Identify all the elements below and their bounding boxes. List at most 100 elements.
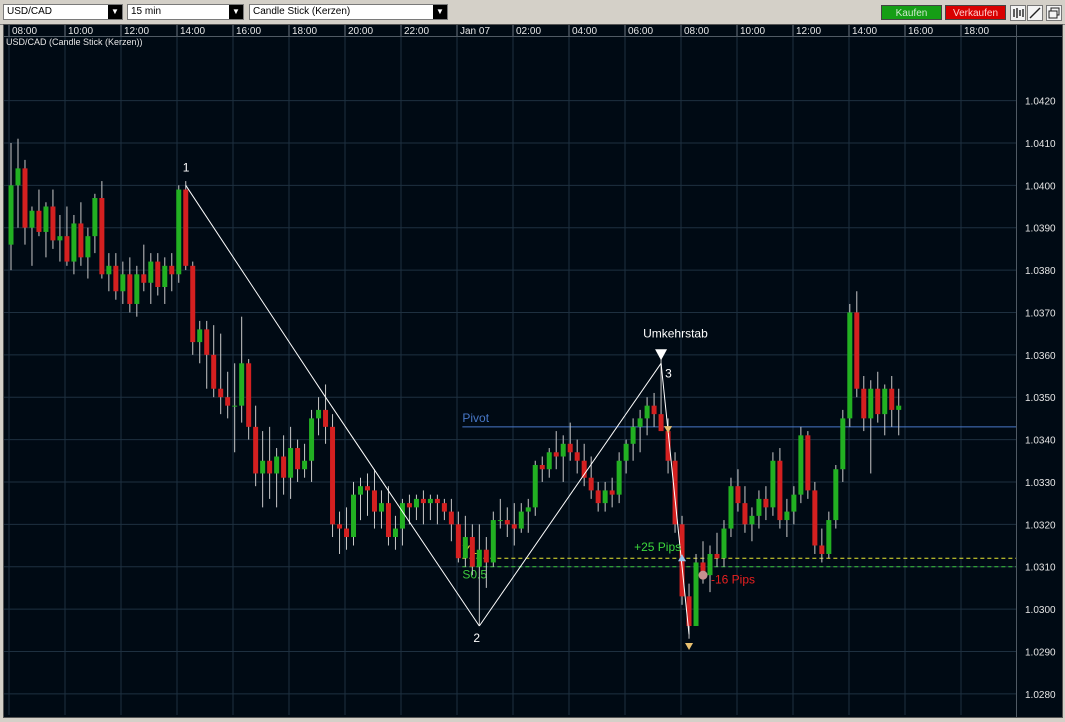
candle-body [658,414,664,432]
symbol-select[interactable]: USD/CAD ▼ [3,4,123,20]
x-tick-label: 12:00 [124,26,149,37]
candle-body [29,210,35,228]
plus-pips-label: +25 Pips [634,540,681,554]
x-tick-label: 10:00 [740,26,765,37]
x-tick-label: 16:00 [236,26,261,37]
y-tick-label: 1.0290 [1025,647,1056,658]
time-axis-bar [4,25,1062,36]
candle-body [134,274,140,304]
buy-button-label: Kaufen [895,8,928,19]
restore-window-icon[interactable] [1046,5,1062,21]
chevron-down-icon[interactable]: ▼ [108,5,122,19]
candle-body [64,236,70,262]
candle-body [92,198,98,237]
candle-body [218,388,224,398]
candle-body [281,456,287,478]
candle-body [106,265,112,275]
candle-body [50,206,56,241]
x-tick-label: 12:00 [796,26,821,37]
candle-body [260,460,266,474]
candle-body [148,261,154,283]
sell-button-label: Verkaufen [952,8,999,19]
candle-body [232,405,238,407]
y-tick-label: 1.0420 [1025,97,1056,108]
x-tick-label: 06:00 [628,26,653,37]
x-tick-label: 22:00 [404,26,429,37]
y-tick-label: 1.0390 [1025,224,1056,235]
chart-background [4,25,1062,717]
candle-body [644,405,650,419]
candle-body [672,460,678,525]
toolbar: USD/CAD ▼ 15 min ▼ Candle Stick (Kerzen)… [0,0,1065,25]
candle-body [274,456,280,474]
candle-body [511,524,517,529]
candle-body [176,189,182,275]
candle-body [490,520,496,563]
entry-marker-icon [678,554,687,562]
candle-body [337,524,343,529]
candle-body [749,515,755,525]
candle-body [253,426,259,474]
wave-label: 2 [473,631,480,645]
candle-body [288,448,294,478]
candle-body [141,274,147,283]
candle-body [504,520,510,525]
wave-label: 3 [665,366,672,380]
candle-body [497,520,503,522]
candle-body [246,363,252,427]
candle-body [476,549,482,567]
y-tick-label: 1.0280 [1025,690,1056,701]
candle-body [441,503,447,512]
draw-line-icon[interactable] [1027,5,1043,21]
timeframe-select[interactable]: 15 min ▼ [127,4,244,20]
candle-body [707,553,713,576]
bar-chart-icon[interactable] [1010,5,1026,21]
zigzag-segment [325,396,480,627]
symbol-value: USD/CAD [7,6,53,17]
candle-body [875,388,881,415]
chevron-down-icon[interactable]: ▼ [433,5,447,19]
candle-body [770,460,776,508]
candle-body [316,409,322,419]
candle-body [406,503,412,508]
candle-body [309,418,315,461]
candle-body [351,494,357,538]
x-tick-label: 04:00 [572,26,597,37]
chart-style-select[interactable]: Candle Stick (Kerzen) ▼ [249,4,448,20]
candle-body [183,189,189,266]
candle-body [693,562,699,627]
candle-body [651,405,657,415]
reversal-arrow-icon [655,349,668,361]
candle-body [791,494,797,512]
candle-body [364,486,370,491]
candle-body [469,537,475,567]
candle-body [239,363,245,406]
candle-body [413,498,419,508]
candle-body [581,460,587,478]
wave-label: 1 [183,160,190,174]
y-tick-label: 1.0410 [1025,139,1056,150]
x-tick-label: 14:00 [852,26,877,37]
chevron-down-icon[interactable]: ▼ [229,5,243,19]
candle-body [665,431,671,461]
candle-body [344,528,350,538]
x-tick-label: 16:00 [908,26,933,37]
candle-body [190,265,196,343]
zigzag-segment [478,363,662,627]
candle-body [518,511,524,529]
candle-body [868,388,874,419]
candle-body [714,553,720,559]
price-chart[interactable]: 08:00 10:00 12:00 14:00 16:00 18:00 20:00 22:00… [4,25,1062,717]
x-tick-label: 10:00 [68,26,93,37]
candle-body [127,274,133,304]
candle-body [302,460,308,470]
candle-body [392,528,398,538]
candle-body [71,223,77,262]
y-tick-label: 1.0320 [1025,520,1056,531]
zigzag [185,185,690,635]
buy-button[interactable]: Kaufen [881,5,942,20]
sell-button[interactable]: Verkaufen [945,5,1006,20]
candle-body [295,448,301,470]
candle-body [819,545,825,554]
y-tick-label: 1.0300 [1025,605,1056,616]
